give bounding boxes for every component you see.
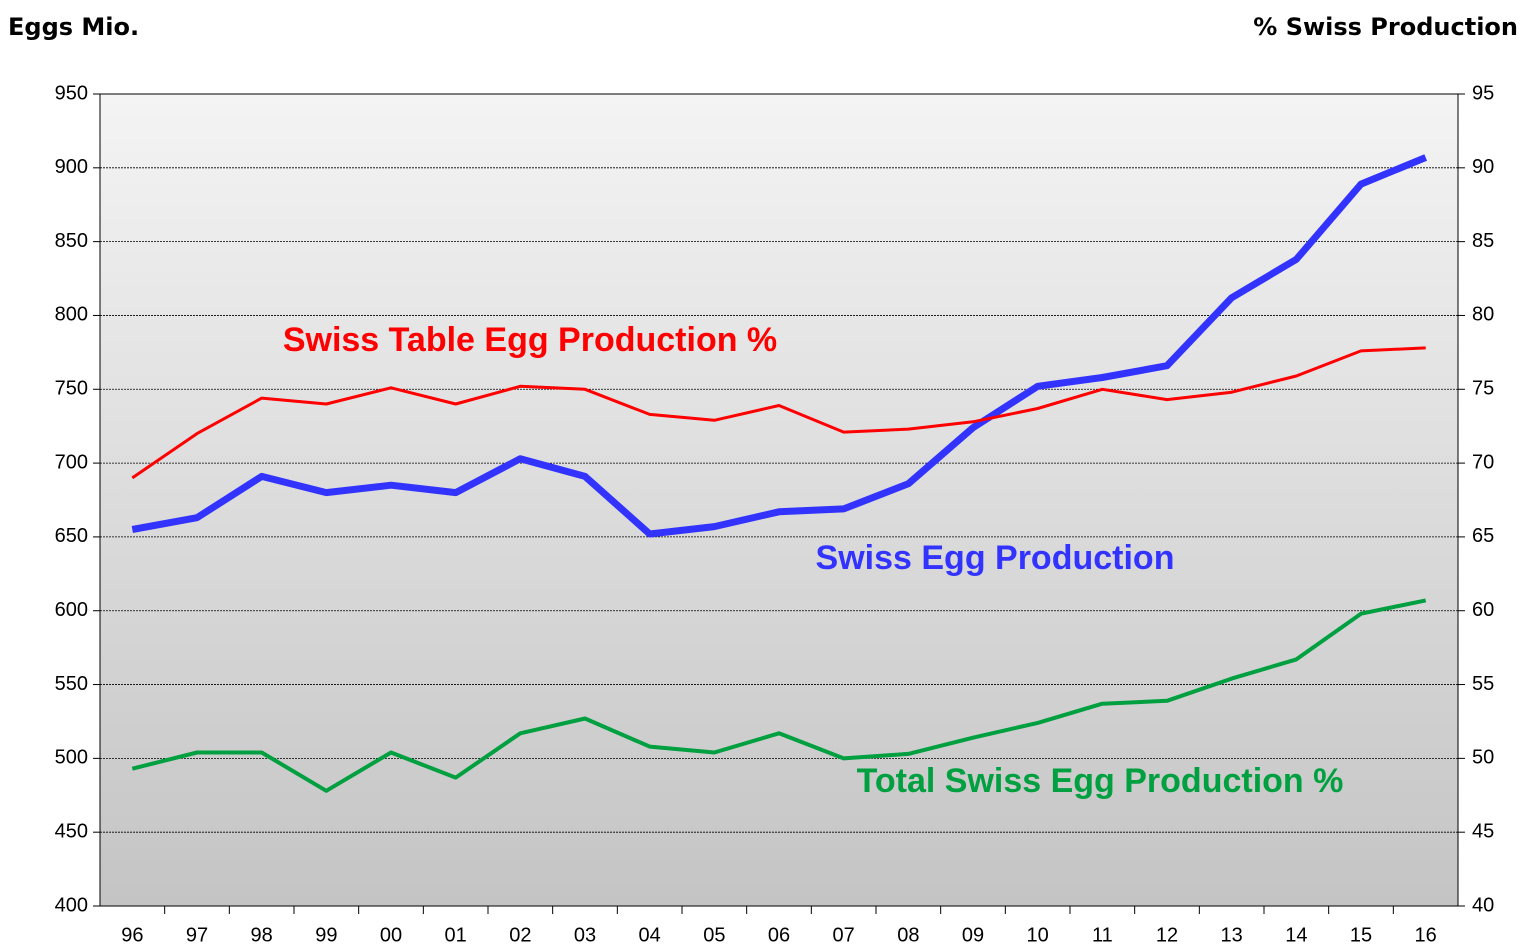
x-tick-label: 04 (639, 924, 661, 946)
y-tick-label: 900 (55, 156, 88, 178)
x-tick-label: 02 (509, 924, 531, 946)
x-tick-label: 00 (380, 924, 402, 946)
y-tick-label: 600 (55, 599, 88, 621)
x-tick-label: 13 (1221, 924, 1243, 946)
y2-tick-label: 55 (1472, 673, 1494, 695)
y-tick-label: 650 (55, 525, 88, 547)
plot-area (99, 93, 1459, 907)
x-tick-label: 11 (1092, 924, 1113, 946)
y2-tick-label: 85 (1472, 230, 1494, 252)
x-tick-label: 03 (574, 924, 596, 946)
y-tick-label: 750 (55, 378, 88, 400)
y-tick-label: 950 (55, 82, 88, 104)
y-tick-label: 450 (55, 820, 88, 842)
y2-tick-label: 95 (1472, 82, 1494, 104)
x-tick-label: 14 (1285, 924, 1307, 946)
y-tick-label: 800 (55, 304, 88, 326)
x-tick-label: 96 (121, 924, 143, 946)
y2-tick-label: 90 (1472, 156, 1494, 178)
y-tick-label: 550 (55, 673, 88, 695)
series-label: Total Swiss Egg Production % (857, 762, 1344, 800)
series-label: Swiss Table Egg Production % (283, 321, 777, 359)
x-tick-label: 15 (1350, 924, 1372, 946)
series-line (131, 598, 1427, 793)
y-tick-label: 500 (55, 747, 88, 769)
x-tick-label: 12 (1156, 924, 1178, 946)
y-tick-label: 400 (55, 894, 88, 916)
y2-tick-label: 75 (1472, 378, 1494, 400)
series-label: Swiss Egg Production (816, 539, 1175, 577)
y-tick-label: 700 (55, 451, 88, 473)
x-tick-label: 10 (1027, 924, 1049, 946)
x-tick-label: 98 (251, 924, 273, 946)
x-tick-label: 06 (768, 924, 790, 946)
series-line (131, 346, 1426, 480)
y2-tick-label: 50 (1472, 747, 1494, 769)
x-tick-label: 01 (445, 924, 467, 946)
y2-tick-label: 80 (1472, 304, 1494, 326)
y2-tick-label: 45 (1472, 820, 1494, 842)
y-axis-title: Eggs Mio. (8, 13, 139, 41)
x-tick-label: 99 (315, 924, 337, 946)
x-tick-label: 05 (703, 924, 725, 946)
series-line (131, 154, 1428, 538)
y2-tick-label: 70 (1472, 451, 1494, 473)
y-tick-label: 850 (55, 230, 88, 252)
x-tick-label: 07 (833, 924, 855, 946)
x-tick-label: 16 (1415, 924, 1437, 946)
y2-axis-title: % Swiss Production (1253, 13, 1518, 41)
y2-tick-label: 40 (1472, 894, 1494, 916)
x-tick-label: 08 (897, 924, 919, 946)
x-tick-label: 09 (962, 924, 984, 946)
x-tick-label: 97 (186, 924, 208, 946)
y2-tick-label: 60 (1472, 599, 1494, 621)
y2-tick-label: 65 (1472, 525, 1494, 547)
